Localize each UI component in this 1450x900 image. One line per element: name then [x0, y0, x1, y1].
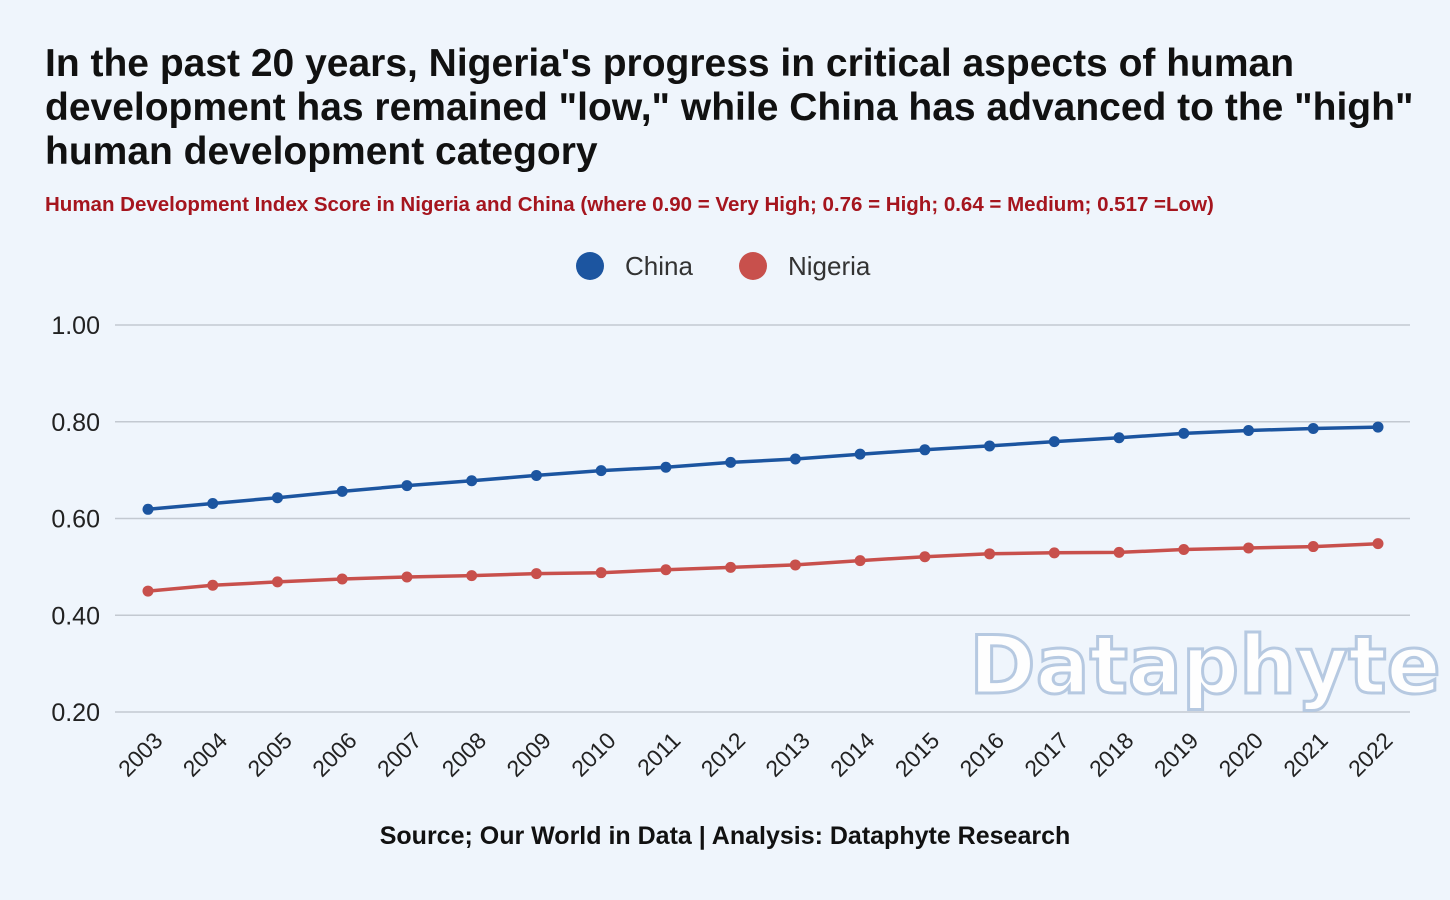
nigeria-data-point: [142, 585, 154, 597]
x-tick-label: 2004: [178, 727, 233, 782]
x-tick-label: 2015: [890, 727, 945, 782]
series-lines: [142, 421, 1384, 597]
x-tick-label: 2016: [955, 727, 1010, 782]
china-legend-marker: [576, 252, 604, 280]
nigeria-data-point: [1048, 547, 1060, 559]
china-data-point: [725, 456, 737, 468]
nigeria-data-point: [1178, 543, 1190, 555]
nigeria-data-point: [530, 568, 542, 580]
chart-title: In the past 20 years, Nigeria's progress…: [45, 42, 1414, 173]
x-tick-label: 2020: [1213, 727, 1268, 782]
chart-subtitle: Human Development Index Score in Nigeria…: [45, 193, 1214, 216]
nigeria-data-point: [725, 561, 737, 573]
nigeria-data-point: [660, 564, 672, 576]
china-data-point: [919, 444, 931, 456]
nigeria-data-point: [401, 571, 413, 583]
nigeria-data-point: [595, 567, 607, 579]
x-tick-label: 2014: [825, 727, 880, 782]
china-data-point: [1372, 421, 1384, 433]
china-data-point: [984, 440, 996, 452]
nigeria-legend-marker: [739, 252, 767, 280]
china-data-point: [401, 480, 413, 492]
nigeria-data-point: [1243, 542, 1255, 554]
nigeria-data-point: [466, 570, 478, 582]
y-tick-label: 0.40: [51, 602, 100, 630]
china-data-point: [1048, 436, 1060, 448]
china-data-point: [271, 492, 283, 504]
nigeria-data-point: [919, 551, 931, 563]
x-tick-label: 2022: [1343, 727, 1398, 782]
china-data-point: [142, 503, 154, 515]
china-data-point: [466, 475, 478, 487]
china-data-point: [336, 485, 348, 497]
china-data-point: [789, 453, 801, 465]
watermark-logo: Dataphyte: [969, 619, 1440, 712]
x-tick-label: 2009: [501, 727, 556, 782]
source-note: Source; Our World in Data | Analysis: Da…: [379, 822, 1071, 850]
nigeria-data-point: [854, 555, 866, 567]
nigeria-data-point: [1113, 546, 1125, 558]
nigeria-data-point: [271, 576, 283, 588]
x-tick-label: 2013: [760, 727, 815, 782]
nigeria-data-point: [984, 548, 996, 560]
y-tick-label: 1.00: [51, 312, 100, 340]
x-tick-label: 2007: [372, 727, 427, 782]
legend: China Nigeria: [576, 251, 871, 281]
y-tick-label: 0.20: [51, 699, 100, 727]
nigeria-data-point: [1307, 541, 1319, 553]
nigeria-series-line: [146, 541, 1380, 593]
x-tick-label: 2010: [566, 727, 621, 782]
china-data-point: [1243, 424, 1255, 436]
china-data-point: [530, 469, 542, 481]
x-tick-label: 2006: [307, 727, 362, 782]
nigeria-data-point: [789, 559, 801, 571]
x-tick-label: 2005: [242, 727, 297, 782]
x-tick-label: 2012: [696, 727, 751, 782]
x-tick-label: 2008: [437, 727, 492, 782]
x-tick-label: 2017: [1019, 727, 1074, 782]
china-legend-label: China: [625, 251, 693, 281]
x-tick-label: 2011: [632, 727, 685, 780]
china-data-point: [854, 448, 866, 460]
china-series-line: [146, 425, 1380, 512]
y-tick-label: 0.60: [51, 506, 100, 534]
china-data-point: [207, 498, 219, 510]
y-axis-ticks: 0.20 0.40 0.60 0.80 1.00: [51, 312, 100, 727]
china-data-point: [595, 465, 607, 477]
nigeria-legend-label: Nigeria: [788, 251, 871, 281]
nigeria-data-point: [336, 573, 348, 585]
x-tick-label: 2003: [113, 727, 168, 782]
china-data-point: [1113, 432, 1125, 444]
nigeria-data-point: [1372, 538, 1384, 550]
x-tick-label: 2021: [1278, 727, 1333, 782]
x-axis-ticks: 2003 2004 2005 2006 2007 2008 2009 2010 2011 2012…: [113, 727, 1398, 782]
china-data-point: [1307, 423, 1319, 435]
china-data-point: [1178, 427, 1190, 439]
x-tick-label: 2018: [1084, 727, 1139, 782]
y-tick-label: 0.80: [51, 409, 100, 437]
grid-lines: [115, 324, 1410, 713]
nigeria-data-point: [207, 579, 219, 591]
x-tick-label: 2019: [1149, 727, 1204, 782]
china-data-point: [660, 461, 672, 473]
